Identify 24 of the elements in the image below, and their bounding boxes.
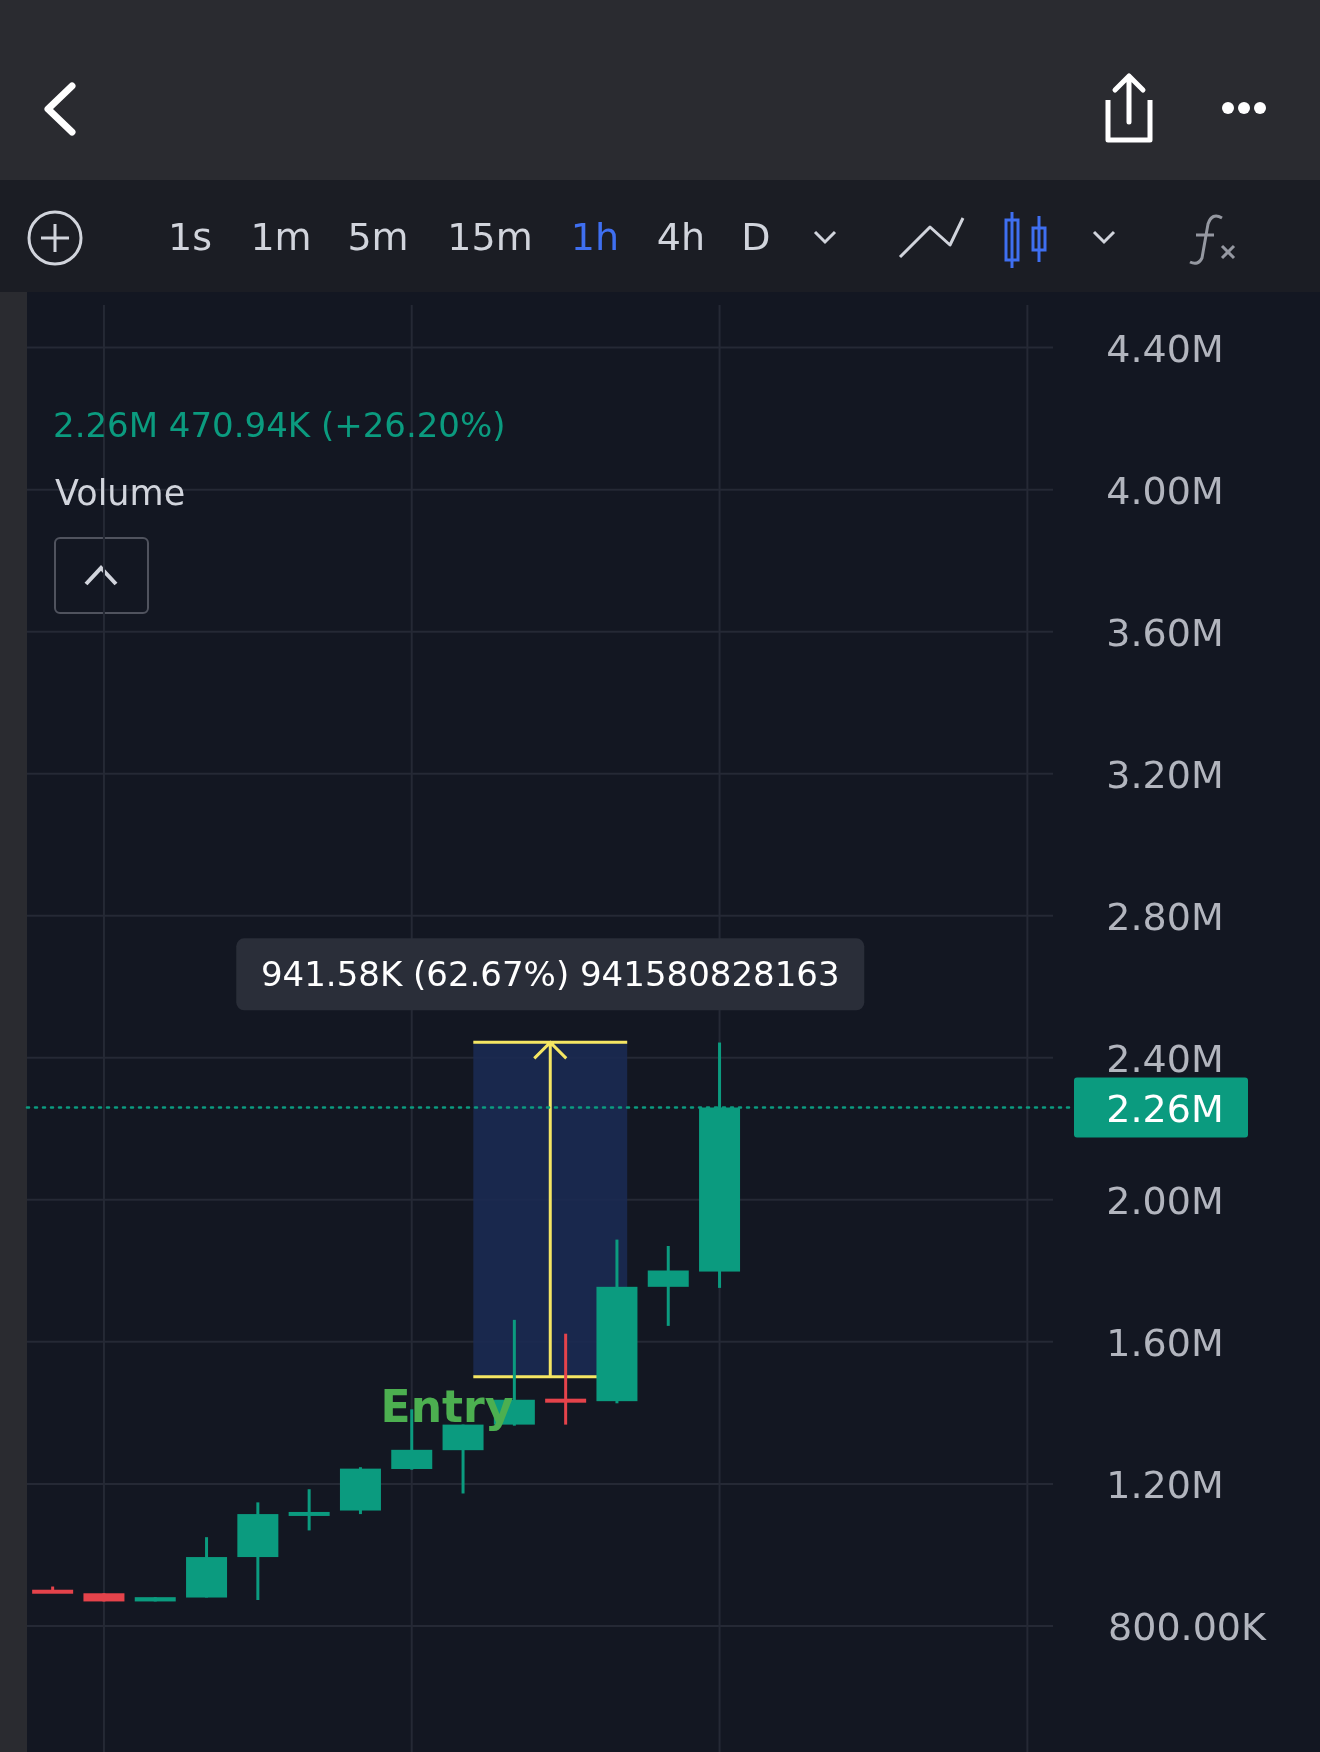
ref-line-label: 2.26M [1106,1086,1224,1131]
candlestick [288,1489,330,1531]
y-tick-label: 3.20M [1106,752,1224,797]
y-tick-label: 1.20M [1106,1462,1224,1507]
text: 5m [347,215,409,259]
y-tick-label: 4.40M [1106,326,1224,371]
y-tick-label: 1.60M [1106,1320,1224,1365]
y-tick-label: 2.00M [1106,1178,1224,1223]
y-tick-label: 2.40M [1106,1036,1224,1081]
text: 1h [570,215,620,259]
y-tick-label: 4.00M [1106,468,1224,513]
y-tick-label: 3.60M [1106,610,1224,655]
text: 15m [447,215,533,259]
y-tick-label: 2.80M [1106,894,1224,939]
y-tick-label: 800.00K [1108,1604,1268,1649]
candlestick [545,1333,587,1425]
annotation: Volume [55,473,186,513]
text: 4h [656,215,706,259]
text: 1s [168,215,212,259]
annotation: Entry [380,1381,514,1432]
annotation: 2.26M 470.94K (+26.20%) [53,405,506,445]
band-label: 941.58K (62.67%) 941580828163 [260,954,840,995]
text: 1m [250,215,312,259]
text: D [741,215,771,259]
